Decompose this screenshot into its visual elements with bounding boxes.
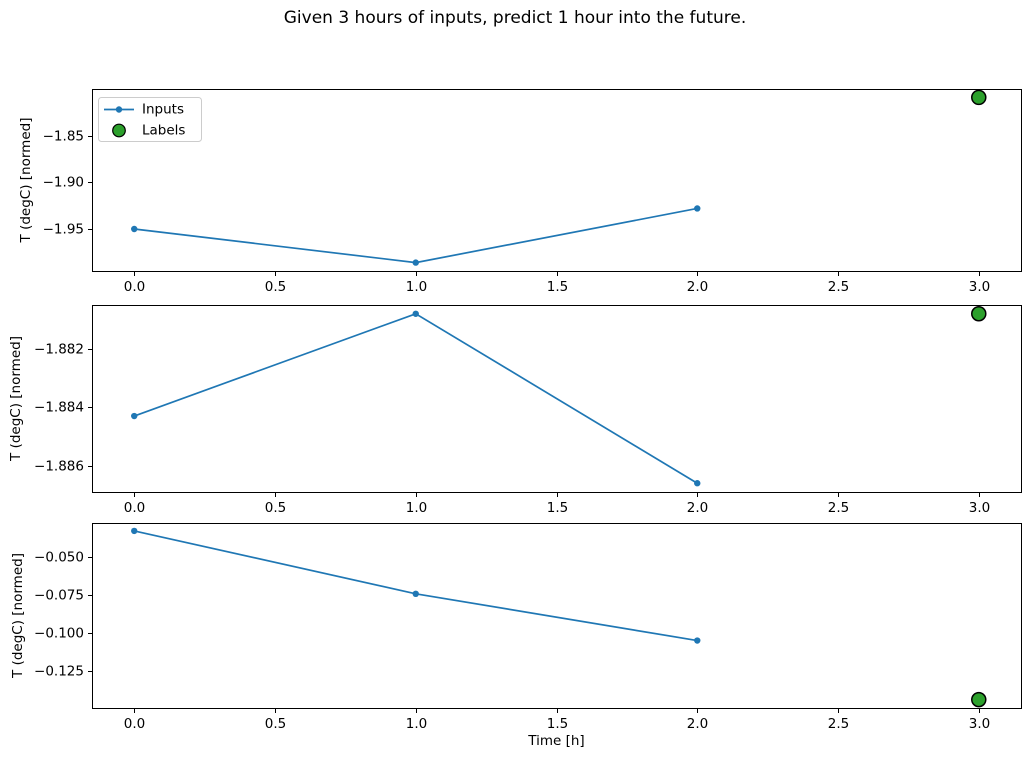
x-tick-label: 3.0	[969, 716, 990, 732]
x-tick-label: 1.5	[547, 500, 568, 516]
x-tick-label: 0.5	[265, 500, 286, 516]
y-tick-label: −1.882	[34, 342, 84, 358]
inputs-marker	[412, 590, 419, 598]
inputs-marker	[694, 480, 701, 487]
x-tick-label: 1.5	[547, 716, 568, 732]
x-tick-label: 2.0	[687, 716, 708, 732]
inputs-marker	[131, 225, 138, 233]
y-tick-label: −0.075	[34, 588, 84, 604]
y-tick-label: −0.050	[34, 550, 84, 566]
x-tick-label: 2.0	[687, 279, 708, 295]
axes-frame	[92, 305, 1022, 493]
x-tick-label: 0.5	[265, 279, 286, 295]
figure-title: Given 3 hours of inputs, predict 1 hour …	[283, 8, 747, 28]
legend: Inputs Labels	[98, 97, 202, 142]
subplot-3: 0.0 0.5 1.0 1.5 2.0 2.5 3.0 −0.050 −0.075 −0.100 −…	[10, 523, 1022, 749]
inputs-marker	[412, 310, 419, 317]
inputs-line	[134, 530, 698, 642]
legend-label: Labels	[142, 123, 185, 139]
labels-marker	[971, 691, 987, 708]
legend-inputs-marker	[115, 106, 123, 113]
legend-labels-marker	[112, 123, 126, 138]
inputs-marker	[131, 412, 138, 420]
x-tick-label: 2.0	[687, 500, 708, 516]
y-axis-label: T (degC) [normed]	[18, 118, 34, 244]
labels-marker	[971, 306, 987, 322]
inputs-marker	[694, 637, 701, 644]
inputs-line	[134, 207, 698, 264]
x-tick-label: 0.0	[124, 500, 145, 516]
x-tick-label: 0.0	[124, 279, 145, 295]
y-axis-label: T (degC) [normed]	[10, 553, 26, 679]
y-tick-label: −1.95	[43, 222, 84, 238]
legend-label: Inputs	[142, 102, 184, 118]
y-tick-label: −1.886	[34, 459, 84, 475]
x-tick-label: 2.5	[828, 716, 849, 732]
inputs-marker	[412, 259, 419, 266]
y-tick-label: −1.85	[43, 129, 84, 145]
y-tick-label: −1.884	[34, 400, 84, 416]
inputs-line	[133, 312, 698, 484]
x-axis-label: Time [h]	[527, 733, 584, 749]
y-tick-label: −0.100	[34, 626, 84, 642]
y-axis-label: T (degC) [normed]	[8, 336, 24, 462]
subplot-1: 0.0 0.5 1.0 1.5 2.0 2.5 3.0 −1.85 −1.90 −1.95 T (d…	[18, 89, 1022, 295]
subplot-2: 0.0 0.5 1.0 1.5 2.0 2.5 3.0 −1.882 −1.884 −1.886 T…	[8, 305, 1022, 516]
y-tick-label: −0.125	[34, 664, 84, 680]
x-tick-label: 3.0	[969, 500, 990, 516]
x-tick-label: 0.5	[265, 716, 286, 732]
axes-frame	[92, 523, 1022, 709]
x-tick-label: 1.5	[547, 279, 568, 295]
inputs-marker	[131, 527, 138, 535]
labels-marker	[971, 89, 987, 106]
inputs-marker	[694, 205, 701, 212]
x-tick-label: 1.0	[406, 716, 427, 732]
x-tick-label: 3.0	[969, 279, 990, 295]
x-tick-label: 2.5	[828, 279, 849, 295]
x-tick-label: 2.5	[828, 500, 849, 516]
x-tick-label: 1.0	[406, 500, 427, 516]
x-tick-label: 0.0	[124, 716, 145, 732]
x-tick-label: 1.0	[406, 279, 427, 295]
axes-frame	[92, 89, 1022, 272]
y-tick-label: −1.90	[43, 175, 84, 191]
